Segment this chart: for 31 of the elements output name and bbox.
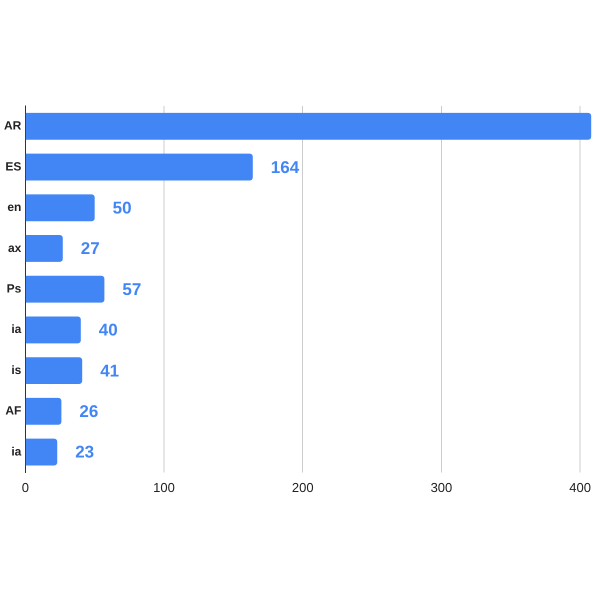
bar — [26, 112, 592, 140]
data-label: 23 — [75, 442, 94, 462]
bar — [26, 357, 82, 384]
data-label: 27 — [80, 239, 100, 258]
x-tick-label: 200 — [292, 480, 314, 495]
bar — [26, 398, 62, 425]
bar — [26, 154, 253, 180]
bar — [26, 438, 58, 466]
data-label: 26 — [79, 402, 98, 422]
x-tick-label: 0 — [22, 480, 29, 495]
bar — [26, 316, 81, 344]
data-label: 50 — [112, 198, 132, 218]
y-tick-label: ia — [11, 322, 22, 336]
bar — [26, 235, 63, 262]
y-tick-label: ES — [5, 159, 22, 174]
y-tick-label: en — [7, 200, 22, 214]
data-label: 41 — [100, 361, 120, 380]
bar — [26, 194, 95, 222]
x-tick-label: 100 — [153, 480, 175, 495]
y-tick-label: Ps — [6, 282, 22, 296]
bar — [26, 276, 104, 303]
x-tick-label: 400 — [569, 480, 591, 495]
data-label: 57 — [122, 280, 142, 299]
data-label: 40 — [98, 320, 118, 340]
y-tick-label: AR — [4, 118, 22, 133]
y-tick-label: AF — [5, 404, 22, 418]
y-tick-label: is — [11, 362, 22, 377]
data-label: 164 — [270, 158, 300, 177]
y-tick-label: ax — [8, 240, 22, 255]
y-tick-label: ia — [11, 444, 22, 458]
x-tick-label: 300 — [430, 480, 452, 495]
